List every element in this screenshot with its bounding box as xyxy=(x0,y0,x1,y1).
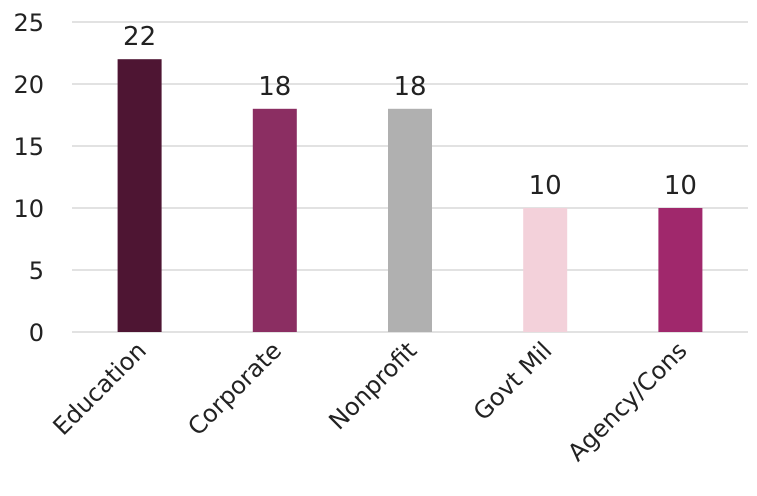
data-label: 22 xyxy=(123,22,156,52)
bar-govt-mil xyxy=(523,208,568,332)
bar-corporate xyxy=(252,108,297,332)
x-category-label: Nonprofit xyxy=(324,336,423,435)
x-category-label: Agency/Cons xyxy=(562,336,692,466)
x-category-label: Corporate xyxy=(182,336,287,441)
y-tick-label: 20 xyxy=(13,71,44,99)
data-labels: 22 18 18 10 10 xyxy=(123,22,697,201)
data-label: 18 xyxy=(393,72,426,102)
x-axis-categories: Education Corporate Nonprofit Govt Mil Agenc… xyxy=(48,336,693,466)
y-axis-ticks: 0 5 10 15 20 25 xyxy=(13,9,44,347)
y-tick-label: 5 xyxy=(29,257,44,285)
data-label: 18 xyxy=(258,72,291,102)
data-label: 10 xyxy=(529,171,562,201)
x-category-label: Education xyxy=(48,336,152,440)
y-tick-label: 15 xyxy=(13,133,44,161)
y-tick-label: 10 xyxy=(13,195,44,223)
data-label: 10 xyxy=(664,171,697,201)
x-category-label: Govt Mil xyxy=(468,336,558,426)
y-tick-label: 25 xyxy=(13,9,44,37)
bar-nonprofit xyxy=(388,108,432,332)
y-tick-label: 0 xyxy=(29,319,44,347)
bar-education xyxy=(117,59,162,332)
bars xyxy=(117,59,703,332)
bar-agency-cons xyxy=(658,208,703,332)
